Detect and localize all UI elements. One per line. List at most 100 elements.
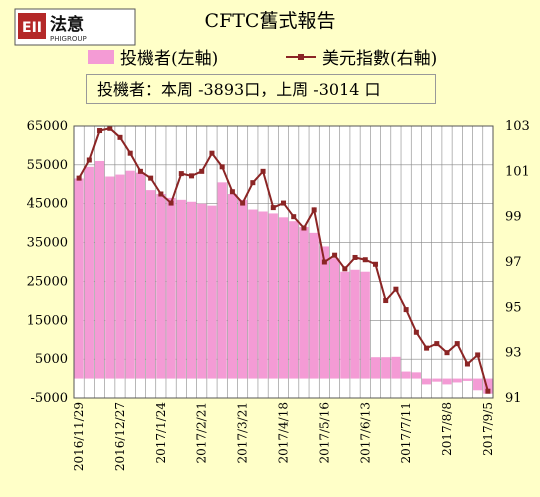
bar [105,176,115,379]
position-note: 投機者：本周 -3893口，上周 -3014 口 [86,74,436,104]
bar [258,211,268,379]
x-tick-label: 2017/6/13 [358,402,372,464]
legend-swatch-bars [88,49,114,64]
bar [74,178,84,379]
y-left-tick-label: 15000 [27,313,68,328]
line-point [209,150,215,156]
line-point [281,200,286,206]
bar [473,378,483,391]
line-point [413,329,419,335]
bar [146,190,156,379]
line-point [424,345,430,351]
bar [421,378,432,385]
bar [401,371,411,379]
y-left-tick-label: 25000 [27,274,68,289]
brand-logo-graphic: EII 法意 PHIGROUP [14,8,136,46]
brand-mark-box [18,13,46,39]
line-point [127,150,133,156]
line-point [107,125,113,131]
bar [432,378,442,382]
bar [319,246,329,379]
y-left-tick-label: 35000 [27,236,68,251]
line-point [372,261,378,267]
line-point [301,225,307,231]
chart-legend: 投機者(左軸) 美元指數(右軸) [88,42,488,72]
line-point [352,254,358,260]
line-point [260,168,266,174]
bar [135,172,146,379]
line-point [464,361,470,367]
line-point [403,307,409,313]
line-point [86,157,92,163]
bar [483,378,493,394]
line-point [434,341,440,347]
bar [289,221,299,379]
line-point [229,189,235,195]
line-point [250,180,256,186]
x-tick-label: 2017/2/21 [195,402,209,464]
bar [176,199,186,379]
line-point [189,173,195,179]
legend-item-line: 美元指數(右軸) [286,44,437,69]
bar [125,170,135,379]
line-point [342,266,348,272]
x-tick-label: 2017/1/24 [154,402,168,464]
line-point [321,259,327,265]
line-point [168,200,174,206]
chart-title: CFTC舊式報告 [204,10,336,32]
y-right-tick-label: 91 [505,391,522,406]
bar [462,378,473,381]
bar [340,271,350,379]
bar [227,194,238,379]
bar [217,182,227,379]
bar [452,378,462,383]
bar [329,258,340,379]
y-right-tick-label: 97 [505,255,522,270]
line-point [393,286,399,292]
legend-label-line: 美元指數(右軸) [322,49,438,69]
x-tick-label: 2017/8/8 [440,402,454,456]
line-point [97,128,103,134]
line-point [158,191,164,197]
x-tick-label: 2016/12/27 [113,402,127,471]
y-left-tick-label: 45000 [27,197,68,212]
line-point [137,168,143,174]
x-tick-label: 2017/9/5 [481,402,495,456]
line-point [485,388,491,394]
line-point [117,134,123,140]
line-point [444,350,450,356]
line-point [332,252,338,258]
line-point [219,164,225,170]
bar [278,217,289,379]
legend-swatch-line [286,53,316,60]
plot-frame [73,125,494,399]
bar [248,209,258,379]
line-point [291,214,297,220]
y-right-tick-label: 103 [505,119,530,134]
y-right-tick-label: 99 [505,210,522,225]
brand-logo: EII 法意 PHIGROUP [14,8,136,46]
bar [360,271,370,379]
bar [268,213,278,379]
legend-label-bars: 投機者(左軸) [120,49,219,69]
brand-sub: PHIGROUP [50,35,87,43]
bar [370,357,381,379]
line-point [362,257,368,263]
legend-item-bars: 投機者(左軸) [88,44,218,69]
x-tick-label: 2016/11/29 [72,402,86,471]
line-point [240,200,246,206]
x-tick-label: 2017/4/18 [277,402,291,464]
y-left-tick-label: 55000 [27,158,68,173]
bar [186,201,197,379]
bar [94,160,105,379]
bar [299,227,309,379]
y-right-tick-label: 101 [505,164,530,179]
bar [207,205,217,379]
line-point [383,298,389,304]
line-point [199,168,205,174]
bar [391,356,401,379]
bar [350,269,360,379]
y-left-tick-label: 65000 [27,119,68,134]
bar [197,203,207,379]
